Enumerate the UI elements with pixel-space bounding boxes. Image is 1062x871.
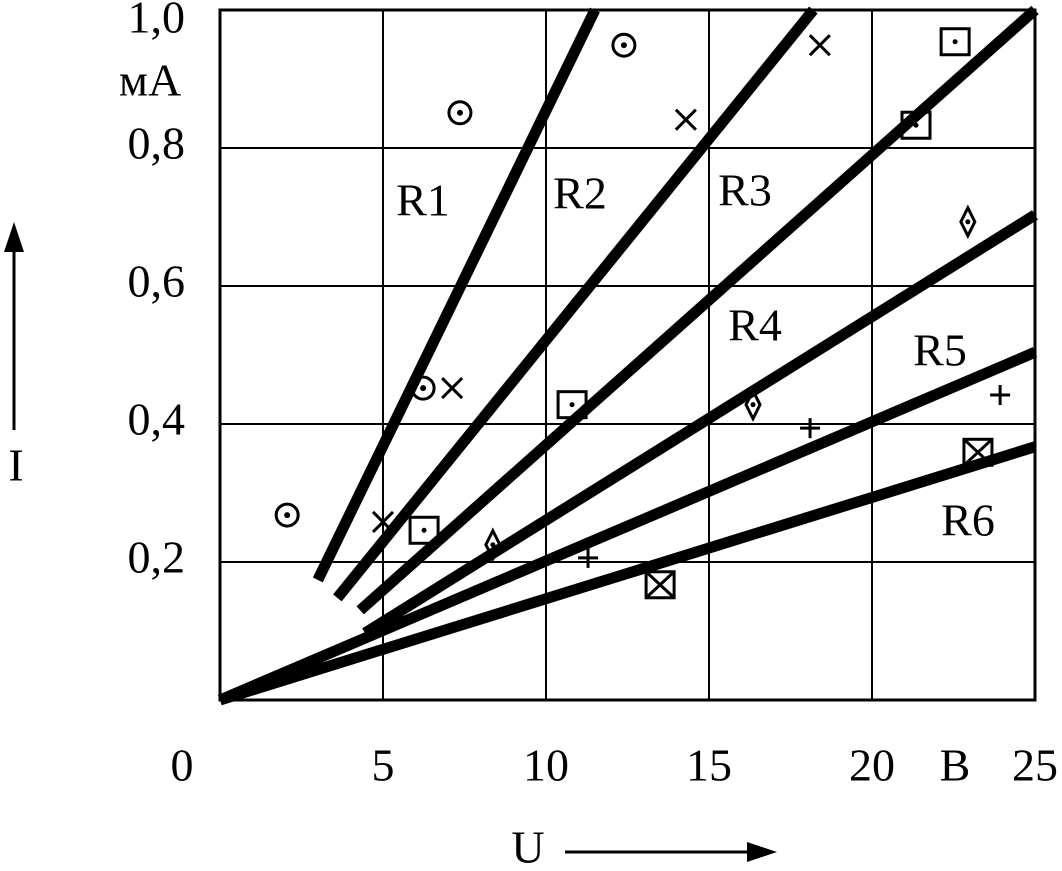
line-label: R6 [941, 495, 995, 546]
resistance-line [333, 6, 818, 602]
data-point [441, 377, 464, 400]
marker-part [441, 377, 464, 400]
marker-part [962, 438, 993, 467]
marker-part [808, 34, 831, 57]
marker-part [965, 219, 971, 225]
y-tick-label: 1,0 [128, 0, 186, 43]
x-arrow [565, 842, 777, 862]
marker-part [990, 385, 1011, 406]
marker-part [447, 100, 473, 126]
resistance-line [356, 5, 1039, 615]
marker-part [490, 542, 496, 548]
y-tick-label: 0,2 [128, 532, 186, 583]
line-label: R5 [913, 325, 967, 376]
marker-part [284, 512, 291, 519]
marker-part [410, 375, 436, 401]
line-label: R3 [718, 165, 772, 216]
y-axis-label: I [8, 440, 23, 491]
data-point [611, 32, 637, 58]
marker-part [611, 32, 637, 58]
y-tick-label: 0,4 [128, 394, 186, 445]
x-tick-label: 10 [523, 740, 569, 791]
marker-part [674, 108, 697, 131]
data-point [644, 570, 676, 600]
marker-part [913, 122, 919, 128]
marker-part [420, 385, 427, 392]
marker-part [620, 42, 627, 49]
marker-part [939, 27, 971, 57]
resistance-line [362, 210, 1038, 638]
data-point [484, 527, 502, 563]
x-tick-label: 25 [1012, 740, 1058, 791]
data-point [800, 418, 821, 439]
marker-part [484, 527, 502, 563]
data-point [808, 34, 831, 57]
marker-part [962, 437, 994, 467]
data-point [744, 387, 762, 423]
x-tick-label: 5 [372, 740, 395, 791]
data-point [447, 100, 473, 126]
data-point [410, 375, 436, 401]
x-tick-label: 15 [686, 740, 732, 791]
data-point [556, 390, 588, 420]
data-point [939, 27, 971, 57]
data-point [371, 510, 395, 534]
marker-part [952, 39, 958, 45]
data-point [990, 385, 1011, 406]
y-arrow [4, 222, 24, 430]
marker-part [274, 502, 300, 528]
y-unit: мА [119, 55, 181, 106]
marker-part [900, 110, 932, 140]
marker-part [578, 547, 599, 568]
marker-part [456, 109, 463, 116]
marker-part [959, 204, 977, 240]
y-tick-label: 0,8 [128, 118, 186, 169]
data-point [900, 110, 932, 140]
data-point [274, 502, 300, 528]
marker-part [371, 510, 395, 534]
data-point [674, 108, 697, 131]
marker-part [744, 387, 762, 423]
line-label: R4 [728, 300, 782, 351]
line-label: R1 [396, 175, 450, 226]
marker-part [569, 402, 575, 408]
resistance-line [217, 347, 1038, 706]
data-point [959, 204, 977, 240]
data-point [962, 437, 994, 467]
marker-part [645, 570, 676, 599]
x-unit: В [940, 740, 971, 791]
x-tick-label: 0 [171, 740, 194, 791]
marker-part [800, 418, 821, 439]
line-label: R2 [553, 168, 607, 219]
resistance-line [218, 441, 1037, 706]
x-axis-label: U [511, 822, 544, 871]
x-tick-label: 20 [849, 740, 895, 791]
resistance-line [312, 7, 600, 583]
marker-part [644, 570, 676, 600]
marker-part [421, 527, 427, 533]
data-point [408, 515, 440, 545]
marker-part [408, 515, 440, 545]
y-tick-label: 0,6 [128, 256, 186, 307]
marker-part [556, 390, 588, 420]
marker-part [750, 402, 756, 408]
data-point [578, 547, 599, 568]
